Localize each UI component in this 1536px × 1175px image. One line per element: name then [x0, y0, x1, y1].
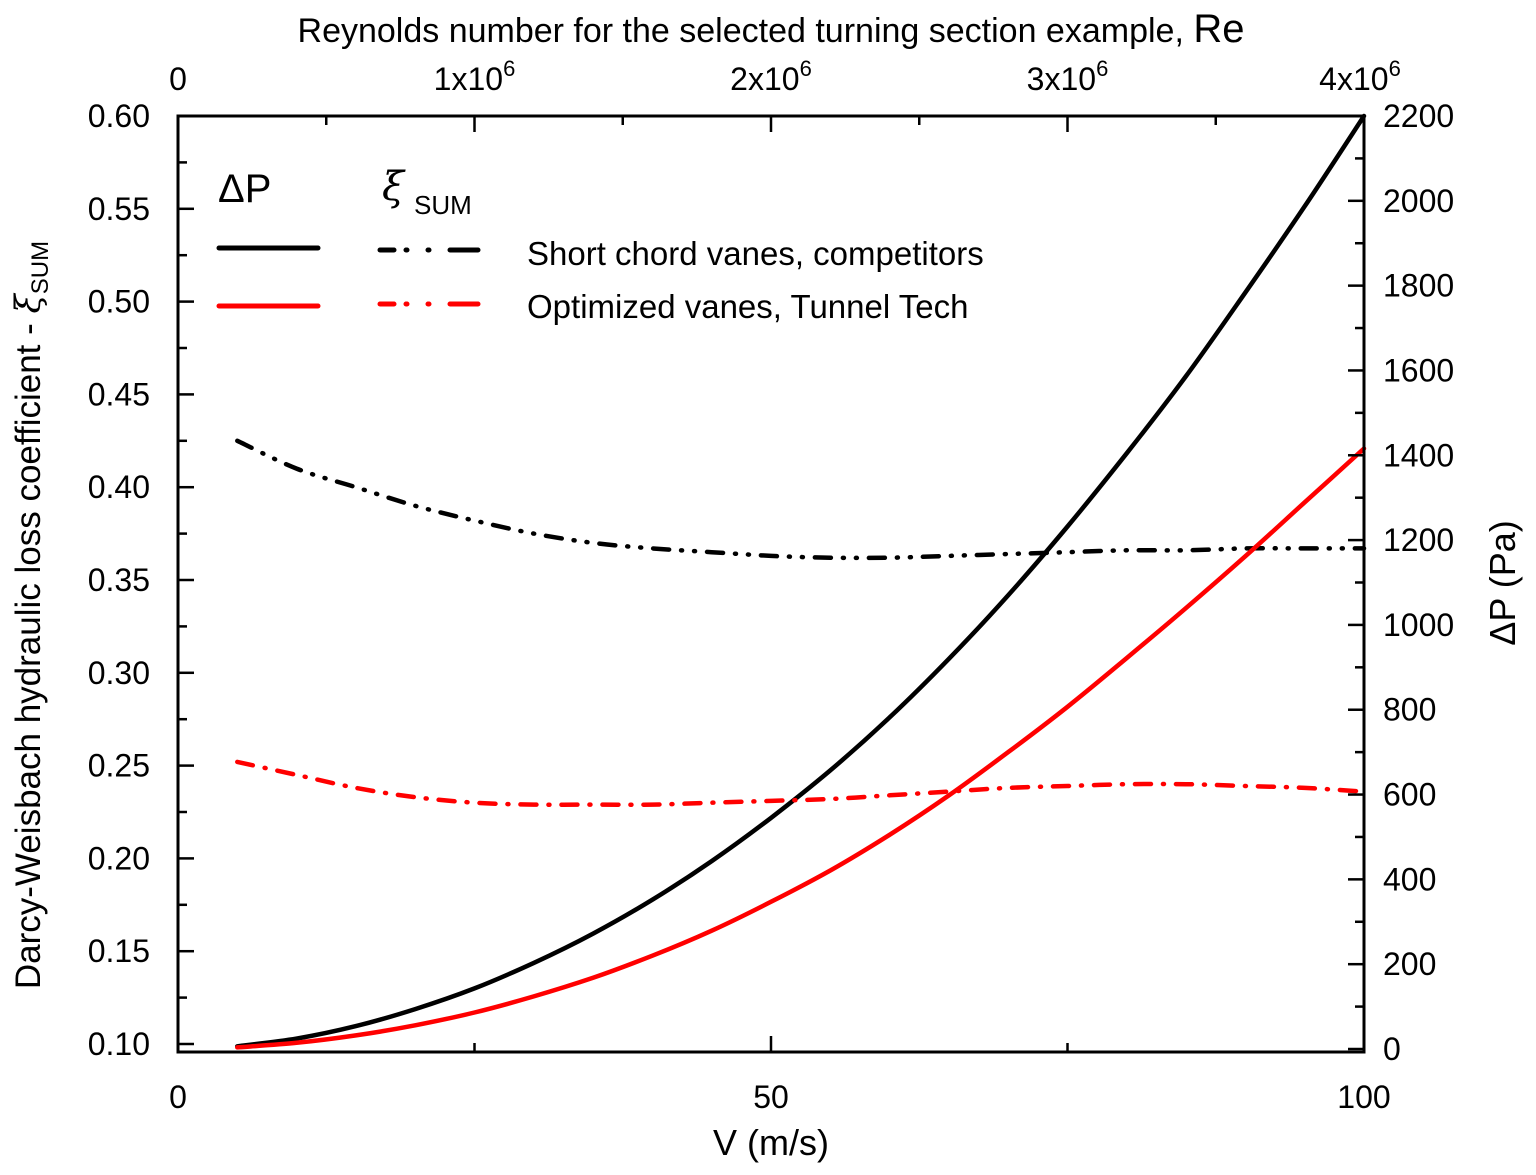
legend: ΔP ξ SUM Short chord vanes, competitors O… [216, 164, 984, 325]
series-line-3-xi-sum [235, 759, 1367, 807]
x-top-tick-label: 0 [169, 61, 187, 97]
y-right-tick-label: 400 [1383, 861, 1436, 897]
legend-label-competitors: Short chord vanes, competitors [527, 235, 984, 272]
y-left-tick-label: 0.40 [88, 469, 150, 505]
y-left-tick-label: 0.60 [88, 98, 150, 134]
y-right-tick-label: 2200 [1383, 98, 1454, 134]
y-left-tick-label: 0.55 [88, 191, 150, 227]
y-left-tick-label: 0.30 [88, 655, 150, 691]
x-top-label: Reynolds number for the selected turning… [298, 7, 1245, 51]
y-right-tick-label: 1000 [1383, 607, 1454, 643]
legend-label-tunnel-tech: Optimized vanes, Tunnel Tech [527, 288, 968, 325]
x-bottom-tick-label: 50 [753, 1079, 789, 1115]
x-top-tick-label: 1x106 [434, 56, 516, 97]
y-right-tick-label: 2000 [1383, 183, 1454, 219]
legend-header-dp: ΔP [218, 167, 271, 211]
x-bottom-tick-label: 0 [169, 1079, 187, 1115]
x-top-tick-label: 2x106 [730, 56, 812, 97]
y-right-tick-label: 200 [1383, 946, 1436, 982]
y-right-tick-label: 600 [1383, 777, 1436, 813]
x-top-tick-label: 3x106 [1027, 56, 1109, 97]
y-right-tick-label: 1200 [1383, 522, 1454, 558]
y-right-tick-label: 800 [1383, 692, 1436, 728]
y-left-tick-label: 0.10 [88, 1026, 150, 1062]
series-line-0-delta-p [235, 113, 1367, 1049]
y-left-tick-label: 0.35 [88, 562, 150, 598]
y-right-tick-label: 1600 [1383, 352, 1454, 388]
y-left-tick-label: 0.15 [88, 933, 150, 969]
y-right-tick-label: 1800 [1383, 268, 1454, 304]
y-left-label: Darcy-Weisbach hydraulic loss coefficien… [9, 241, 54, 989]
series-line-2-delta-p [235, 446, 1367, 1050]
series-line-1-xi-sum [235, 438, 1367, 561]
y-left-tick-label: 0.50 [88, 284, 150, 320]
y-right-tick-label: 0 [1383, 1031, 1401, 1067]
y-left-tick-label: 0.25 [88, 748, 150, 784]
y-right-tick-label: 1400 [1383, 437, 1454, 473]
legend-header-xi: ξ SUM [382, 164, 472, 220]
x-bottom-tick-label: 100 [1337, 1079, 1390, 1115]
y-right-label: ΔP (Pa) [1482, 520, 1523, 645]
y-left-tick-label: 0.20 [88, 840, 150, 876]
x-top-tick-label: 4x106 [1319, 56, 1401, 97]
x-bottom-label: V (m/s) [713, 1122, 829, 1163]
y-left-tick-label: 0.45 [88, 376, 150, 412]
